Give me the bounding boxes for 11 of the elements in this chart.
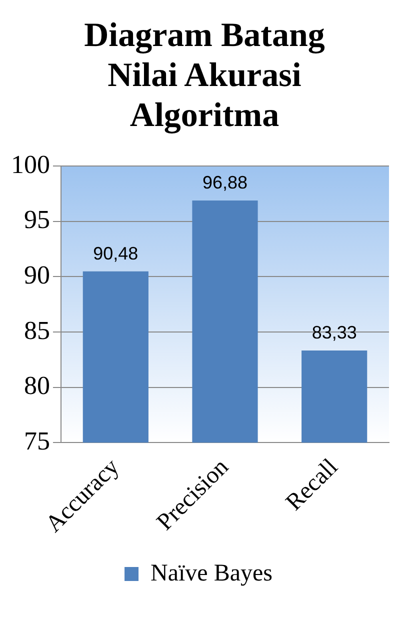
data-label: 96,88 [202, 172, 248, 192]
y-tick-label: 80 [24, 371, 50, 400]
chart-title: Diagram Batang Nilai Akurasi Algoritma [83, 16, 326, 136]
y-tick-label: 85 [24, 316, 50, 345]
data-label: 83,33 [312, 322, 357, 342]
y-tick-label: 75 [24, 426, 50, 456]
y-tick-label: 90 [24, 260, 50, 290]
legend-label: Naïve Bayes [150, 560, 272, 586]
data-label: 90,48 [93, 243, 138, 264]
y-tick-label: 95 [24, 205, 50, 234]
y-tick-label: 100 [11, 150, 50, 179]
